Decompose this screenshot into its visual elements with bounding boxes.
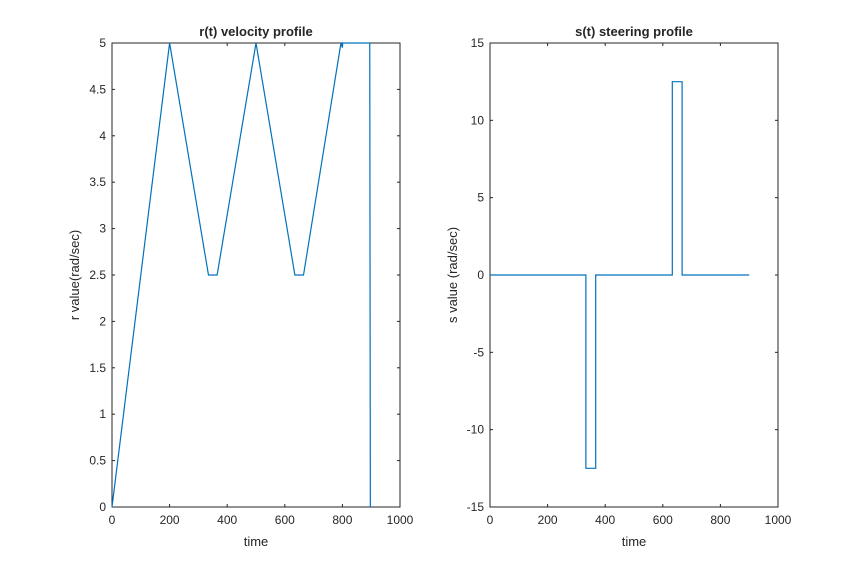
velocity-series-group <box>111 42 371 508</box>
velocity-y-tick-label: 2 <box>99 314 106 328</box>
velocity-y-tick-label: 3.5 <box>89 175 106 189</box>
velocity-x-tick-label: 600 <box>275 513 295 527</box>
velocity-y-tick-label: 0.5 <box>89 454 106 468</box>
velocity-y-tick-label: 4.5 <box>89 82 106 96</box>
steering-x-tick-label: 400 <box>595 513 615 527</box>
velocity-y-tick-label: 4 <box>99 129 106 143</box>
steering-x-tick-label: 0 <box>487 513 494 527</box>
velocity-plot: r(t) velocity profile time r value(rad/s… <box>67 24 414 549</box>
steering-y-axis-label: s value (rad/sec) <box>445 227 460 323</box>
velocity-y-tick-label: 1.5 <box>89 361 106 375</box>
steering-x-tick-label: 800 <box>710 513 730 527</box>
velocity-plot-title: r(t) velocity profile <box>199 24 312 39</box>
velocity-y-tick-label: 5 <box>99 36 106 50</box>
velocity-x-tick-label: 400 <box>217 513 237 527</box>
steering-y-tick-label: 0 <box>477 268 484 282</box>
velocity-y-axis-label: r value(rad/sec) <box>67 230 82 320</box>
steering-y-tick-label: 15 <box>471 36 485 50</box>
steering-plot-title: s(t) steering profile <box>575 24 693 39</box>
velocity-x-tick-label: 800 <box>332 513 352 527</box>
velocity-y-tick-label: 3 <box>99 222 106 236</box>
steering-x-tick-label: 1000 <box>765 513 792 527</box>
velocity-x-tick-label: 1000 <box>387 513 414 527</box>
steering-x-axis-label: time <box>622 534 647 549</box>
velocity-series-line <box>111 42 371 508</box>
velocity-y-tick-label: 0 <box>99 500 106 514</box>
velocity-ticks: 0 200 400 600 800 1000 0 0.5 1 1.5 2 2.5 3 3.5 4 4.5 5 <box>89 36 413 527</box>
steering-y-tick-label: -10 <box>467 423 485 437</box>
steering-plot: s(t) steering profile time s value (rad/… <box>445 24 792 549</box>
steering-x-tick-label: 200 <box>538 513 558 527</box>
velocity-y-tick-label: 1 <box>99 407 106 421</box>
steering-y-tick-label: -15 <box>467 500 485 514</box>
steering-y-tick-label: 5 <box>477 191 484 205</box>
steering-series-line <box>490 81 750 469</box>
steering-y-tick-label: 10 <box>471 113 485 127</box>
velocity-x-tick-label: 200 <box>160 513 180 527</box>
steering-y-tick-label: -5 <box>473 345 484 359</box>
steering-x-tick-label: 600 <box>653 513 673 527</box>
steering-series-group <box>490 81 750 469</box>
velocity-x-axis-label: time <box>244 534 269 549</box>
velocity-x-tick-label: 0 <box>109 513 116 527</box>
velocity-y-tick-label: 2.5 <box>89 268 106 282</box>
steering-ticks: 0 200 400 600 800 1000 -15 -10 -5 0 5 10 15 <box>467 36 792 527</box>
